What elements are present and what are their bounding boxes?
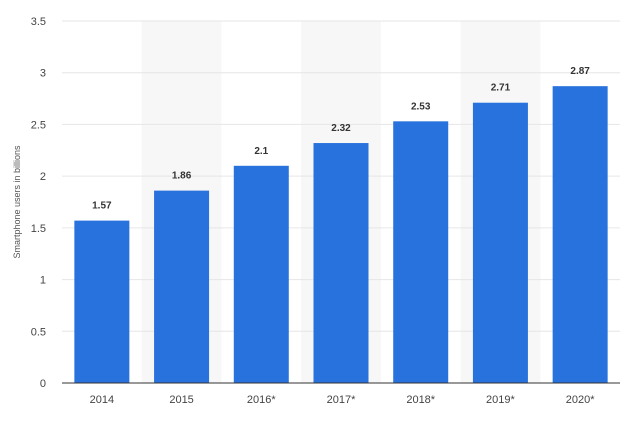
data-label: 1.86 [172, 171, 192, 182]
bar [154, 190, 210, 383]
data-label: 1.57 [92, 201, 112, 212]
y-tick-label: 0.5 [31, 326, 46, 338]
data-label: 2.53 [411, 101, 431, 112]
data-label: 2.71 [491, 83, 511, 94]
bar [552, 86, 608, 383]
y-axis-label: Smartphone users in billions [12, 145, 22, 259]
x-axis-ticks: 2014 2015 2016* 2017* 2018* 2019* 2020* [90, 394, 596, 406]
x-tick-label: 2020* [566, 394, 595, 406]
data-label: 2.32 [331, 123, 351, 134]
y-tick-label: 3.5 [31, 16, 46, 28]
x-tick-label: 2016* [247, 394, 276, 406]
y-tick-label: 1.5 [31, 223, 46, 235]
bar [233, 165, 289, 383]
x-tick-label: 2019* [486, 394, 515, 406]
y-tick-label: 2.5 [31, 119, 46, 131]
x-tick-label: 2017* [327, 394, 356, 406]
bar [74, 220, 130, 383]
y-tick-label: 1 [40, 275, 46, 287]
y-axis-ticks: 0 0.5 1 1.5 2 2.5 3 3.5 [31, 16, 46, 390]
x-tick-label: 2018* [406, 394, 435, 406]
x-tick-label: 2015 [169, 394, 193, 406]
x-tick-label: 2014 [90, 394, 114, 406]
bar [393, 121, 449, 383]
data-label: 2.87 [570, 66, 590, 77]
bars [74, 86, 608, 384]
y-tick-label: 3 [40, 68, 46, 80]
bar [472, 102, 528, 384]
y-tick-label: 2 [40, 171, 46, 183]
data-label: 2.1 [254, 146, 268, 157]
data-labels: 1.57 1.86 2.1 2.32 2.53 2.71 2.87 [92, 66, 590, 211]
y-tick-label: 0 [40, 378, 46, 390]
bar [313, 143, 369, 383]
